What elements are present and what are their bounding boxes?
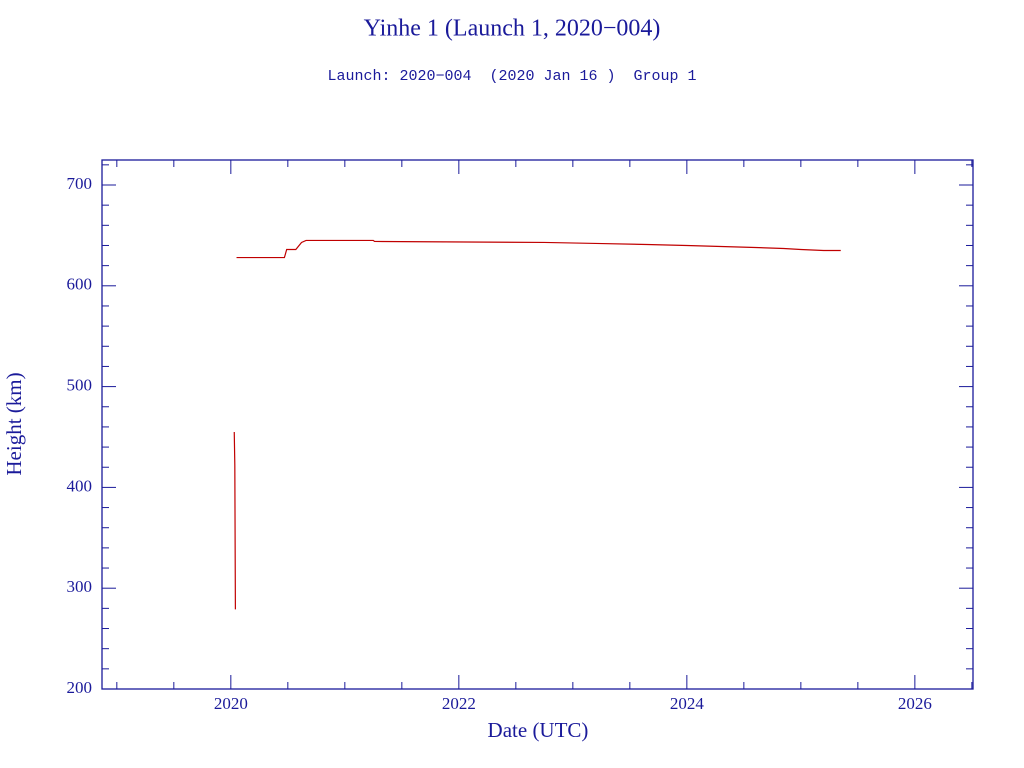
y-tick-label: 600 bbox=[67, 275, 93, 294]
x-tick-label: 2020 bbox=[214, 694, 248, 713]
y-axis-label: Height (km) bbox=[2, 372, 26, 475]
x-axis-label: Date (UTC) bbox=[488, 718, 589, 742]
chart-subtitle: Launch: 2020−004 (2020 Jan 16 ) Group 1 bbox=[327, 68, 696, 85]
chart-title: Yinhe 1 (Launch 1, 2020−004) bbox=[364, 16, 661, 42]
y-tick-label: 500 bbox=[67, 376, 93, 395]
x-tick-label: 2022 bbox=[442, 694, 476, 713]
y-tick-label: 400 bbox=[67, 476, 93, 495]
x-tick-label: 2024 bbox=[670, 694, 705, 713]
y-tick-label: 300 bbox=[67, 577, 93, 596]
y-tick-label: 200 bbox=[67, 678, 93, 697]
plot-frame bbox=[101, 159, 974, 690]
x-tick-label: 2026 bbox=[898, 694, 932, 713]
data-line bbox=[233, 239, 841, 610]
y-tick-label: 700 bbox=[67, 174, 93, 193]
